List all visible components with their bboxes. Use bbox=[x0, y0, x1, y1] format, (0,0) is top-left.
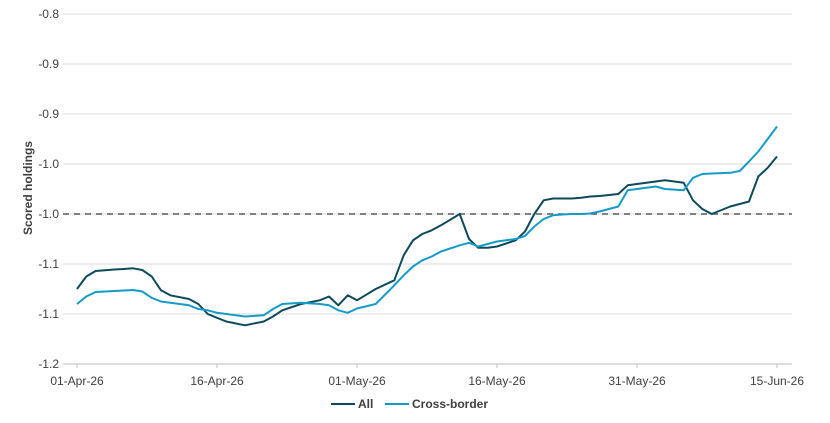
gridlines bbox=[63, 13, 792, 315]
y-tick-label: -1.0 bbox=[38, 157, 59, 171]
y-tick-label: -1.0 bbox=[38, 207, 59, 221]
y-axis-tick-labels: -0.8 -0.9 -0.9 -1.0 -1.0 -1.1 -1.1 -1.2 bbox=[38, 7, 59, 371]
x-tick-label: 16-May-26 bbox=[468, 374, 526, 388]
series-lines bbox=[76, 125, 778, 327]
y-tick-label: -1.1 bbox=[38, 307, 59, 321]
series-line-all bbox=[76, 155, 778, 327]
y-tick-label: -0.8 bbox=[38, 7, 59, 21]
x-tick-label: 01-May-26 bbox=[328, 374, 386, 388]
series-line-cross-border bbox=[76, 125, 778, 318]
x-tick-label: 16-Apr-26 bbox=[190, 374, 244, 388]
x-axis-tick-labels: 01-Apr-26 16-Apr-26 01-May-26 16-May-26 31-M… bbox=[50, 364, 804, 388]
x-tick-label: 15-Jun-26 bbox=[750, 374, 804, 388]
y-axis-title: Scored holdings bbox=[21, 141, 35, 235]
x-tick-label: 31-May-26 bbox=[608, 374, 666, 388]
y-tick-label: -1.2 bbox=[38, 357, 59, 371]
legend-label-all: All bbox=[358, 397, 373, 411]
legend: All Cross-border bbox=[331, 397, 488, 411]
legend-label-cross-border: Cross-border bbox=[412, 397, 488, 411]
y-tick-label: -1.1 bbox=[38, 257, 59, 271]
x-tick-label: 01-Apr-26 bbox=[50, 374, 104, 388]
y-tick-label: -0.9 bbox=[38, 57, 59, 71]
y-tick-label: -0.9 bbox=[38, 107, 59, 121]
